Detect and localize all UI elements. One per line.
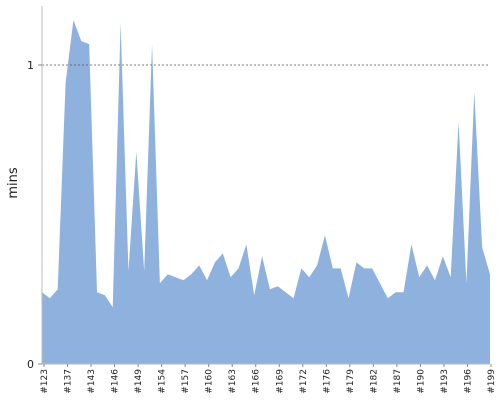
y-axis-label: mins: [6, 167, 21, 199]
y-ticks: 01: [27, 59, 42, 371]
x-ticks: #123 #137 #143 #146 #149 #154 #157 #160 #163 #166…: [40, 364, 497, 394]
y-tick-label: 1: [27, 59, 34, 72]
x-tick-label: #160: [205, 369, 215, 394]
x-tick-label: #163: [228, 369, 238, 394]
x-tick-label: #166: [252, 369, 262, 394]
x-tick-label: #154: [158, 369, 168, 394]
x-tick-label: #196: [463, 369, 473, 394]
x-tick-label: #149: [134, 369, 144, 394]
x-tick-label: #190: [416, 369, 426, 394]
x-tick-label: #146: [111, 369, 121, 394]
x-tick-label: #157: [181, 369, 191, 394]
x-tick-label: #137: [64, 369, 74, 394]
x-tick-label: #172: [299, 369, 309, 394]
x-tick-label: #143: [87, 369, 97, 394]
x-tick-label: #182: [369, 369, 379, 394]
x-tick-label: #176: [322, 369, 332, 394]
series-area: [42, 20, 490, 365]
x-tick-label: #123: [40, 369, 50, 394]
x-tick-label: #193: [440, 369, 450, 394]
x-tick-label: #187: [393, 369, 403, 394]
x-tick-label: #169: [275, 369, 285, 394]
y-tick-label: 0: [27, 358, 34, 371]
x-tick-label: #199: [487, 369, 497, 394]
plot-area: [41, 6, 490, 365]
x-tick-label: #179: [346, 369, 356, 394]
